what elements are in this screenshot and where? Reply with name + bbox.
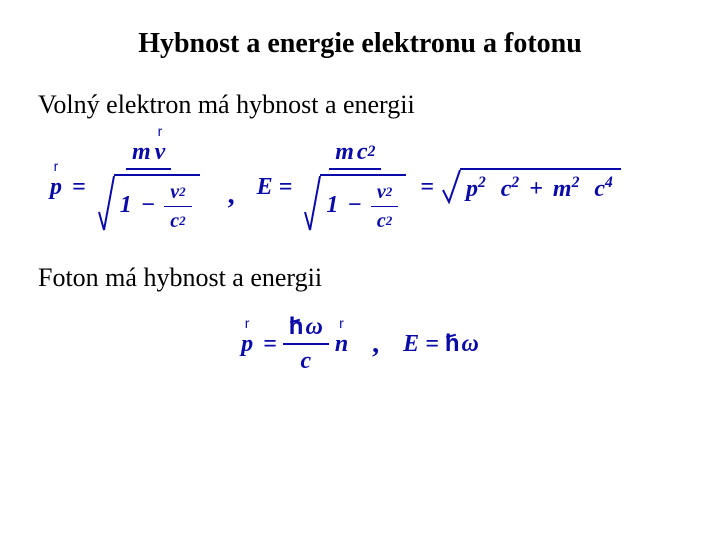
vector-mark: r <box>54 158 59 174</box>
sym-sq: 2 <box>478 174 486 191</box>
formula-row-photon: r p = h ω c r n , E = h ω <box>60 293 660 375</box>
sym-equals: = <box>279 174 293 201</box>
sym-one: 1 <box>120 192 132 218</box>
sym-c: c <box>377 211 386 231</box>
sym-p: p <box>241 331 253 357</box>
sym-p: p <box>50 174 62 200</box>
sym-p: p <box>466 176 478 202</box>
sym-c: c <box>501 176 512 202</box>
sym-equals: = <box>263 331 277 358</box>
sym-one: 1 <box>326 192 338 218</box>
sym-plus: + <box>529 176 543 202</box>
sym-hbar: h <box>445 330 460 358</box>
radical-icon <box>442 168 462 204</box>
vector-mark: r <box>339 315 344 331</box>
sym-omega: ω <box>305 315 322 339</box>
formula-electron-energy: E = m c2 1 − v2 <box>257 138 621 237</box>
sym-minus: − <box>141 192 156 218</box>
separator-comma: , <box>228 179 235 237</box>
formula-row-electron: r p = m r v 1 − <box>0 120 720 237</box>
formula-photon-energy: E = h ω <box>403 330 479 358</box>
separator-comma: , <box>368 328 383 360</box>
sym-m: m <box>335 140 354 164</box>
sym-m: m <box>132 140 151 164</box>
sym-sq: 2 <box>572 174 580 191</box>
sym-sq: 2 <box>511 174 519 191</box>
vector-mark: r <box>245 315 250 331</box>
sym-c: c <box>170 211 179 231</box>
sym-four: 4 <box>605 174 613 191</box>
sym-equals: = <box>425 331 439 358</box>
text-line-1: Volný elektron má hybnost a energii <box>0 60 720 120</box>
text-line-2: Foton má hybnost a energii <box>0 237 720 293</box>
vector-mark: r <box>158 124 163 138</box>
slide-title: Hybnost a energie elektronu a fotonu <box>0 0 720 60</box>
formula-photon-momentum: r p = h ω c r n <box>241 313 348 375</box>
sym-c: c <box>300 349 311 373</box>
sym-c: c <box>357 140 368 164</box>
sym-n: n <box>335 331 348 357</box>
sym-minus: − <box>347 192 362 218</box>
sym-c: c <box>594 176 605 202</box>
sym-equals: = <box>420 174 434 201</box>
sym-v: v <box>377 182 386 202</box>
sym-equals: = <box>72 174 86 201</box>
sym-v: v <box>155 139 166 165</box>
sym-E: E <box>257 174 273 201</box>
sym-E: E <box>403 331 419 358</box>
sym-m: m <box>553 176 572 202</box>
sym-omega: ω <box>462 331 479 358</box>
sym-hbar: h <box>289 315 304 339</box>
formula-electron-momentum: r p = m r v 1 − <box>50 138 206 237</box>
sym-v: v <box>170 182 179 202</box>
